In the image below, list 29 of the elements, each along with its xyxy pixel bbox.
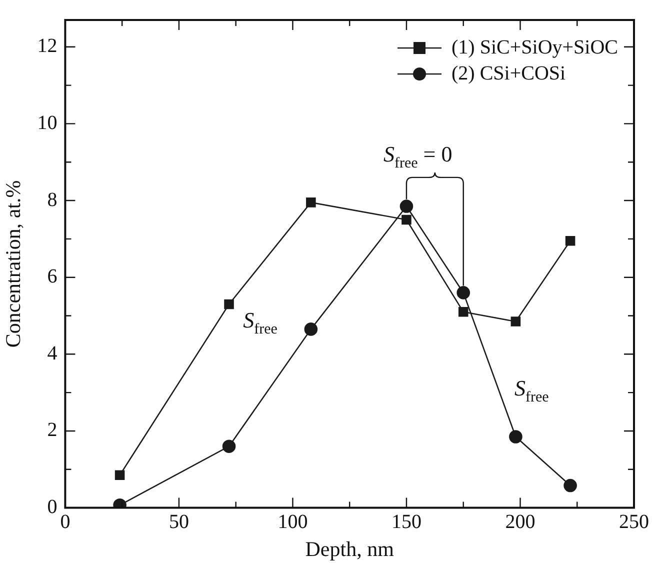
- y-tick-label: 2: [47, 419, 58, 442]
- y-tick-label: 6: [47, 266, 58, 288]
- point: [400, 200, 414, 213]
- y-tick-label: 0: [47, 496, 58, 518]
- point: [509, 430, 522, 444]
- point: [224, 299, 234, 310]
- point: [114, 470, 125, 480]
- legend-label: (2) CSi+COSi: [452, 62, 566, 84]
- point: [304, 322, 318, 336]
- x-tick-label: 100: [278, 511, 308, 534]
- y-tick-label: 12: [37, 35, 58, 58]
- y-tick-label: 4: [47, 342, 58, 364]
- y-axis-title: Concentration, at.%: [1, 180, 26, 348]
- x-tick-label: 150: [391, 511, 422, 534]
- x-tick-label: 50: [168, 511, 189, 534]
- point: [510, 316, 521, 326]
- point: [564, 478, 577, 492]
- point: [456, 286, 470, 300]
- point: [306, 198, 316, 208]
- point: [565, 236, 576, 246]
- point: [458, 307, 468, 317]
- point: [402, 214, 412, 225]
- legend-label: (1) SiC+SiOy+SiOC: [452, 36, 618, 58]
- y-tick-label: 8: [47, 188, 58, 211]
- y-tick-label: 10: [37, 112, 58, 134]
- x-axis-title: Depth, nm: [305, 536, 394, 561]
- x-tick-label: 200: [505, 511, 536, 534]
- point: [222, 440, 236, 453]
- x-tick-label: 250: [619, 511, 649, 534]
